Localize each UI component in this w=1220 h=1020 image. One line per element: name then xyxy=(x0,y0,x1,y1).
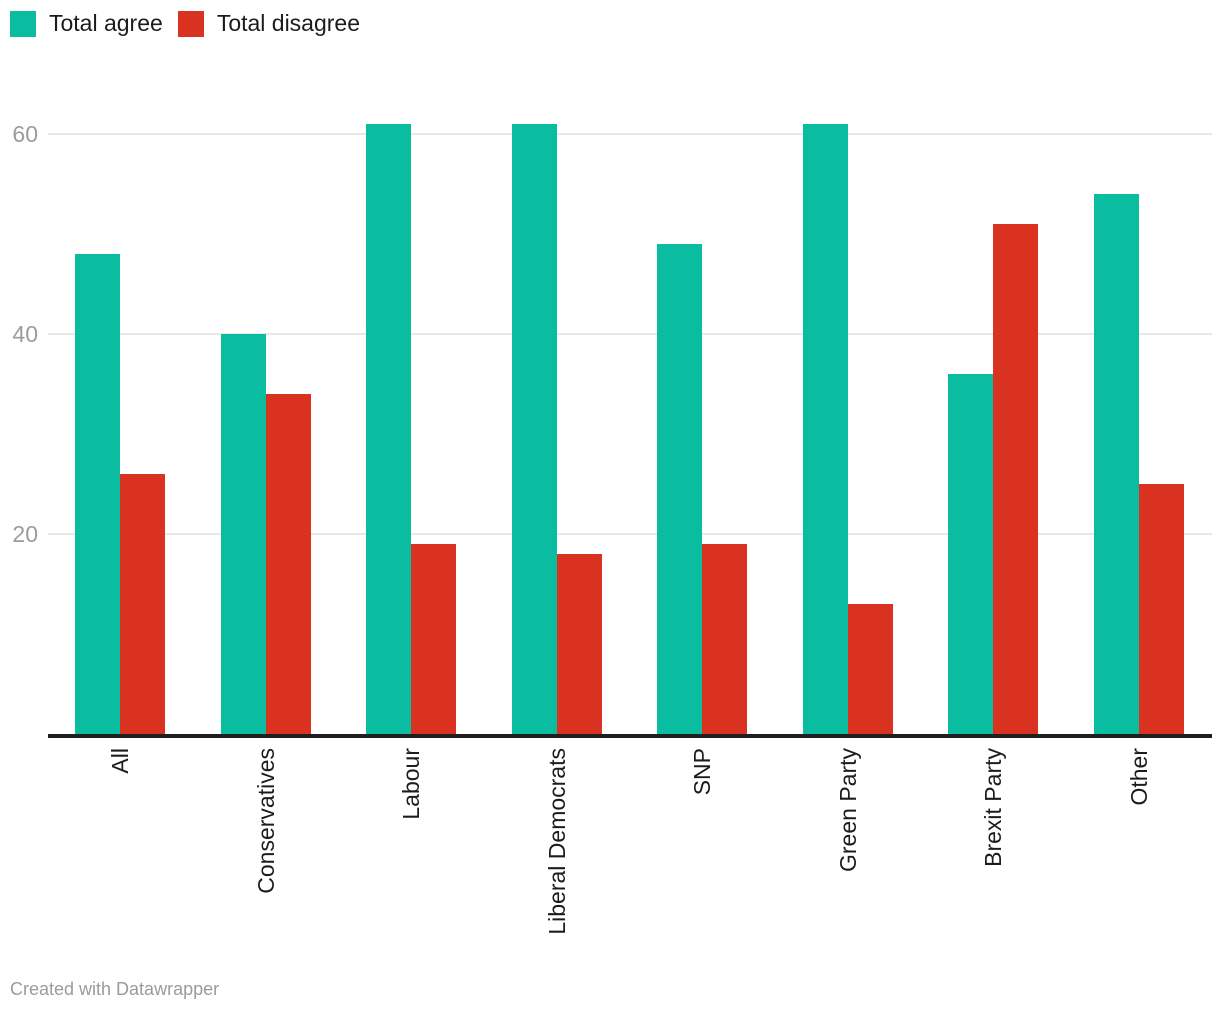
bar-total-agree-snp xyxy=(657,244,702,734)
x-axis-label-green-party: Green Party xyxy=(835,748,861,872)
x-axis-label-conservatives: Conservatives xyxy=(253,748,279,894)
x-axis-line xyxy=(48,734,1212,738)
y-axis-tick-label: 40 xyxy=(12,321,38,347)
legend-label: Total disagree xyxy=(216,10,361,36)
bar-total-disagree-green-party xyxy=(848,604,893,734)
bar-total-agree-other xyxy=(1094,194,1139,734)
bar-total-disagree-other xyxy=(1139,484,1184,734)
legend-swatch-total-disagree xyxy=(177,10,204,37)
bar-total-agree-liberal-democrats xyxy=(512,124,557,734)
legend-swatch-total-agree xyxy=(10,10,36,37)
x-axis-label-liberal-democrats: Liberal Democrats xyxy=(544,748,570,935)
legend-item-total-agree: Total agree xyxy=(10,10,163,37)
bar-total-disagree-brexit-party xyxy=(993,224,1038,734)
bar-total-disagree-liberal-democrats xyxy=(557,554,602,734)
bar-total-disagree-labour xyxy=(411,544,456,734)
bar-total-disagree-all xyxy=(120,474,165,734)
x-axis-label-snp: SNP xyxy=(689,748,715,796)
x-axis-label-labour: Labour xyxy=(398,748,424,820)
gridline-20 xyxy=(48,533,1212,535)
bar-total-agree-labour xyxy=(366,124,411,734)
bar-total-agree-brexit-party xyxy=(948,374,993,734)
y-axis-tick-label: 60 xyxy=(12,121,38,147)
bar-total-agree-green-party xyxy=(803,124,848,734)
gridline-40 xyxy=(48,333,1212,335)
x-axis-label-all: All xyxy=(107,748,133,774)
bar-total-disagree-snp xyxy=(702,544,747,734)
attribution-text: Created with Datawrapper xyxy=(10,979,220,999)
legend-label: Total agree xyxy=(49,10,163,36)
bar-total-agree-conservatives xyxy=(221,334,266,734)
bar-total-agree-all xyxy=(75,254,120,734)
x-axis-label-other: Other xyxy=(1126,748,1152,806)
bar-total-disagree-conservatives xyxy=(266,394,311,734)
gridline-60 xyxy=(48,133,1212,135)
x-axis-label-brexit-party: Brexit Party xyxy=(980,748,1006,867)
legend-item-total-disagree: Total disagree xyxy=(177,10,361,37)
y-axis-tick-label: 20 xyxy=(12,521,38,547)
legend: Total agree Total disagree xyxy=(10,10,360,37)
